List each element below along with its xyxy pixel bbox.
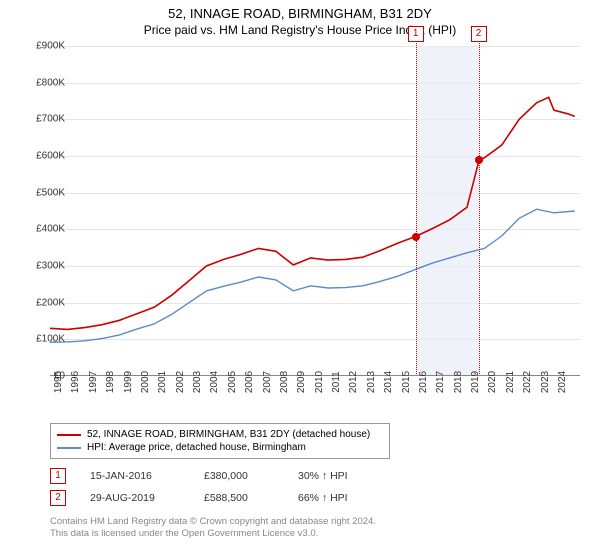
x-axis-tick-label: 2017 xyxy=(435,371,446,393)
transaction-price: £588,500 xyxy=(204,492,274,504)
transaction-badge: 2 xyxy=(50,490,66,506)
x-axis-tick-label: 1998 xyxy=(105,371,116,393)
x-axis-tick-label: 2009 xyxy=(296,371,307,393)
footer-line: This data is licensed under the Open Gov… xyxy=(50,528,376,540)
y-axis-tick-label: £900K xyxy=(36,41,65,52)
y-axis-tick-label: £100K xyxy=(36,334,65,345)
transaction-date: 15-JAN-2016 xyxy=(90,470,180,482)
x-axis-tick-label: 2001 xyxy=(157,371,168,393)
y-axis-tick-label: £800K xyxy=(36,77,65,88)
x-axis-tick-label: 2015 xyxy=(401,371,412,393)
x-axis-tick-label: 2002 xyxy=(175,371,186,393)
y-axis-tick-label: £400K xyxy=(36,224,65,235)
x-axis-tick-label: 2024 xyxy=(557,371,568,393)
y-axis-tick-label: £200K xyxy=(36,297,65,308)
transaction-marker-line xyxy=(416,40,417,376)
transaction-marker-dot xyxy=(475,156,483,164)
x-axis-tick-label: 2008 xyxy=(279,371,290,393)
chart-title: 52, INNAGE ROAD, BIRMINGHAM, B31 2DY xyxy=(0,0,600,21)
y-axis-tick-label: £600K xyxy=(36,151,65,162)
x-axis-tick-label: 1995 xyxy=(53,371,64,393)
y-axis-tick-label: £500K xyxy=(36,187,65,198)
x-axis-tick-label: 2019 xyxy=(470,371,481,393)
x-axis-tick-label: 2006 xyxy=(244,371,255,393)
transaction-badge: 1 xyxy=(50,468,66,484)
series-line-property xyxy=(50,97,575,329)
legend-swatch-property xyxy=(57,434,81,436)
x-axis-tick-label: 2013 xyxy=(366,371,377,393)
transaction-marker-label: 2 xyxy=(471,26,487,42)
x-axis-tick-label: 2022 xyxy=(522,371,533,393)
footer-line: Contains HM Land Registry data © Crown c… xyxy=(50,516,376,528)
x-axis-tick-label: 2004 xyxy=(209,371,220,393)
transaction-row: 1 15-JAN-2016 £380,000 30% ↑ HPI xyxy=(50,465,378,487)
x-axis-tick-label: 2016 xyxy=(418,371,429,393)
x-axis-tick-label: 2010 xyxy=(314,371,325,393)
x-axis-tick-label: 2014 xyxy=(383,371,394,393)
legend-item-property: 52, INNAGE ROAD, BIRMINGHAM, B31 2DY (de… xyxy=(57,428,383,441)
x-axis-tick-label: 2000 xyxy=(140,371,151,393)
legend-label-hpi: HPI: Average price, detached house, Birm… xyxy=(87,442,306,453)
x-axis-tick-label: 1996 xyxy=(70,371,81,393)
x-axis-tick-label: 2011 xyxy=(331,371,342,393)
transaction-row: 2 29-AUG-2019 £588,500 66% ↑ HPI xyxy=(50,487,378,509)
chart-subtitle: Price paid vs. HM Land Registry's House … xyxy=(0,21,600,41)
legend: 52, INNAGE ROAD, BIRMINGHAM, B31 2DY (de… xyxy=(50,423,390,459)
transaction-date: 29-AUG-2019 xyxy=(90,492,180,504)
transaction-delta: 66% ↑ HPI xyxy=(298,492,378,504)
legend-item-hpi: HPI: Average price, detached house, Birm… xyxy=(57,441,383,454)
transaction-marker-dot xyxy=(412,233,420,241)
transaction-marker-label: 1 xyxy=(408,26,424,42)
y-axis-tick-label: £700K xyxy=(36,114,65,125)
x-axis-tick-label: 2007 xyxy=(262,371,273,393)
transaction-delta: 30% ↑ HPI xyxy=(298,470,378,482)
transaction-marker-line xyxy=(479,40,480,376)
chart-plot-area: 12 xyxy=(50,46,580,376)
y-axis-tick-label: £300K xyxy=(36,261,65,272)
transaction-table: 1 15-JAN-2016 £380,000 30% ↑ HPI 2 29-AU… xyxy=(50,465,378,509)
x-axis-tick-label: 2020 xyxy=(487,371,498,393)
x-axis-tick-label: 2018 xyxy=(453,371,464,393)
legend-swatch-hpi xyxy=(57,447,81,449)
series-line-hpi xyxy=(50,209,575,342)
x-axis-tick-label: 1999 xyxy=(123,371,134,393)
x-axis-tick-label: 1997 xyxy=(88,371,99,393)
x-axis-tick-label: 2005 xyxy=(227,371,238,393)
x-axis-tick-label: 2003 xyxy=(192,371,203,393)
transaction-price: £380,000 xyxy=(204,470,274,482)
footer-attribution: Contains HM Land Registry data © Crown c… xyxy=(50,516,376,541)
legend-label-property: 52, INNAGE ROAD, BIRMINGHAM, B31 2DY (de… xyxy=(87,429,370,440)
x-axis-tick-label: 2023 xyxy=(540,371,551,393)
x-axis-tick-label: 2021 xyxy=(505,371,516,393)
x-axis-tick-label: 2012 xyxy=(348,371,359,393)
line-series-layer xyxy=(50,46,580,376)
